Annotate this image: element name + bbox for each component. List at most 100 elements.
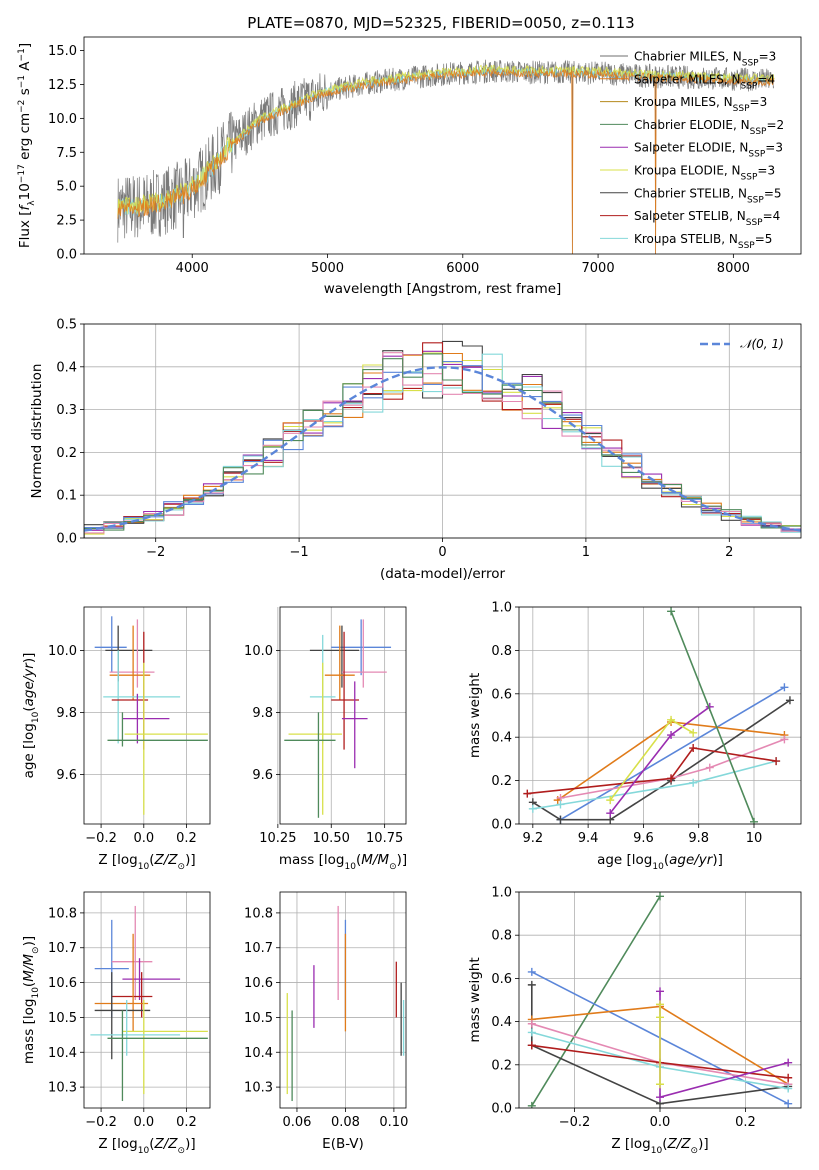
weight-marker [527, 1041, 536, 1050]
x-tick-label: 0.10 [379, 1115, 408, 1130]
y-tick-label: 10.4 [48, 1046, 77, 1061]
y-tick-label: 0.6 [491, 972, 512, 987]
residuals-plot-area [84, 340, 801, 538]
x-tick-label: 0.2 [176, 1115, 197, 1130]
y-tick-label: 10.0 [48, 112, 77, 127]
x-tick-label: 9.8 [688, 831, 709, 846]
weight_vs_Z-frame [518, 891, 802, 1109]
errorbar-point [107, 1010, 208, 1102]
weight-marker [667, 715, 676, 724]
x-tick-label: 0.0 [133, 831, 154, 846]
errorbar-point [122, 693, 170, 744]
figure-title: PLATE=0870, MJD=52325, FIBERID=0050, z=0… [247, 14, 634, 32]
y-tick-label: 10.8 [48, 906, 77, 921]
y-tick-label: 10.8 [244, 906, 273, 921]
y-tick-label: 0.8 [491, 644, 512, 659]
weight-marker [656, 1080, 664, 1089]
errorbar-point [122, 958, 181, 1000]
y-tick-label: 0.0 [56, 248, 77, 263]
x-axis-label: E(B-V) [322, 1136, 364, 1152]
errorbar-point [94, 616, 127, 673]
y-tick-label: 9.8 [56, 706, 77, 721]
x-tick-label: 7000 [582, 261, 615, 276]
y-tick-label: 0.2 [491, 774, 512, 789]
x-tick-label: 9.6 [633, 831, 654, 846]
spectrum-model-line [117, 64, 775, 216]
errorbar-point [109, 619, 155, 688]
weight-marker [667, 731, 676, 740]
weight-line [531, 895, 661, 1107]
weight-line [670, 611, 755, 823]
x-axis-label: mass [log10(M/M⊙)] [279, 852, 407, 872]
x-tick-label: 0.08 [331, 1115, 360, 1130]
age_vs_mass-frame [279, 606, 407, 825]
weight-marker [528, 804, 537, 813]
y-tick-label: 0.8 [491, 929, 512, 944]
weight-marker [780, 683, 789, 692]
y-tick-label: 1.0 [491, 601, 512, 616]
x-axis-label: wavelength [Angstrom, rest frame] [324, 281, 562, 297]
x-tick-label: 9.2 [522, 831, 543, 846]
x-tick-label: 10.75 [366, 831, 403, 846]
weight-marker [556, 800, 565, 809]
y-tick-label: 10.6 [244, 976, 273, 991]
weight-series [527, 892, 664, 1108]
weight-marker [785, 696, 794, 705]
y-axis-label: mass weight [467, 957, 483, 1042]
x-tick-label: 0.2 [735, 1115, 756, 1130]
legend-label: Salpeter ELODIE, NSSP=3 [634, 141, 783, 160]
weight-marker [772, 757, 781, 766]
x-tick-label: 5000 [311, 261, 344, 276]
y-tick-label: 9.8 [252, 706, 273, 721]
legend-label: Salpeter STELIB, NSSP=4 [634, 209, 780, 228]
weight-marker [689, 728, 698, 737]
y-tick-label: 2.5 [56, 214, 77, 229]
errorbar-point [284, 712, 336, 818]
y-tick-label: 0.4 [56, 360, 77, 375]
x-tick-label: −0.2 [85, 831, 117, 846]
spectrum-plot-area [117, 59, 775, 254]
weight_vs_Z-plot-area [527, 892, 793, 1108]
weight-marker [606, 809, 615, 818]
weight-marker [656, 1013, 664, 1022]
errorbar-point [324, 625, 355, 700]
spectrum-frame [83, 36, 802, 255]
age_vs_mass-panel: 10.25 10.50 10.75 9.6 9.8 10.0 mass [log10(M/M… [244, 606, 407, 872]
spectrum-legend: Chabrier MILES, NSSP=3 Salpeter MILES, NS… [600, 50, 784, 251]
weight_vs_age-panel: 9.2 9.4 9.6 9.8 10 0.0 0.2 0.4 0.6 0.8 1.0 age [log… [467, 601, 802, 872]
y-tick-label: 0.4 [491, 731, 512, 746]
y-tick-label: 9.6 [56, 768, 77, 783]
x-tick-label: 0.06 [282, 1115, 311, 1130]
x-tick-label: 0.0 [133, 1115, 154, 1130]
x-tick-label: 0.0 [650, 1115, 671, 1130]
y-tick-label: 1.0 [491, 886, 512, 901]
weight-marker [689, 778, 698, 787]
weight-marker [784, 1073, 793, 1082]
mass_vs_EBV-plot-area [286, 905, 405, 1102]
mass_vs_EBV-frame [279, 891, 407, 1109]
y-tick-label: 0.0 [491, 818, 512, 833]
y-tick-label: 10.5 [48, 1011, 77, 1026]
errorbar-point [90, 1000, 181, 1056]
mass_vs_Z-panel: −0.2 0.0 0.2 10.3 10.4 10.5 10.6 10.7 10.8 Z [log… [21, 891, 211, 1156]
spectrum-model-line [117, 68, 775, 254]
y-axis-label: mass weight [467, 673, 483, 758]
y-axis-label: age [log10(age/yr)] [21, 653, 41, 779]
weight-marker [784, 1099, 793, 1108]
x-tick-label: −0.2 [559, 1115, 591, 1130]
residual-legend: 𝒩(0, 1) [700, 337, 784, 351]
x-tick-label: 1 [582, 545, 590, 560]
weight-line [527, 747, 777, 795]
errorbar-point [94, 933, 149, 1032]
age_vs_Z-plot-area [94, 616, 208, 815]
x-axis-label: Z [log10(Z/Z⊙)] [611, 1136, 708, 1156]
weight-marker [656, 892, 664, 901]
y-tick-label: 0.4 [491, 1015, 512, 1030]
weight-marker [556, 815, 565, 824]
y-tick-label: 12.5 [48, 78, 77, 93]
errorbar-point [309, 625, 360, 688]
errorbar-point [107, 712, 208, 747]
legend-label: Chabrier ELODIE, NSSP=2 [634, 118, 784, 137]
weight-line [560, 738, 785, 799]
